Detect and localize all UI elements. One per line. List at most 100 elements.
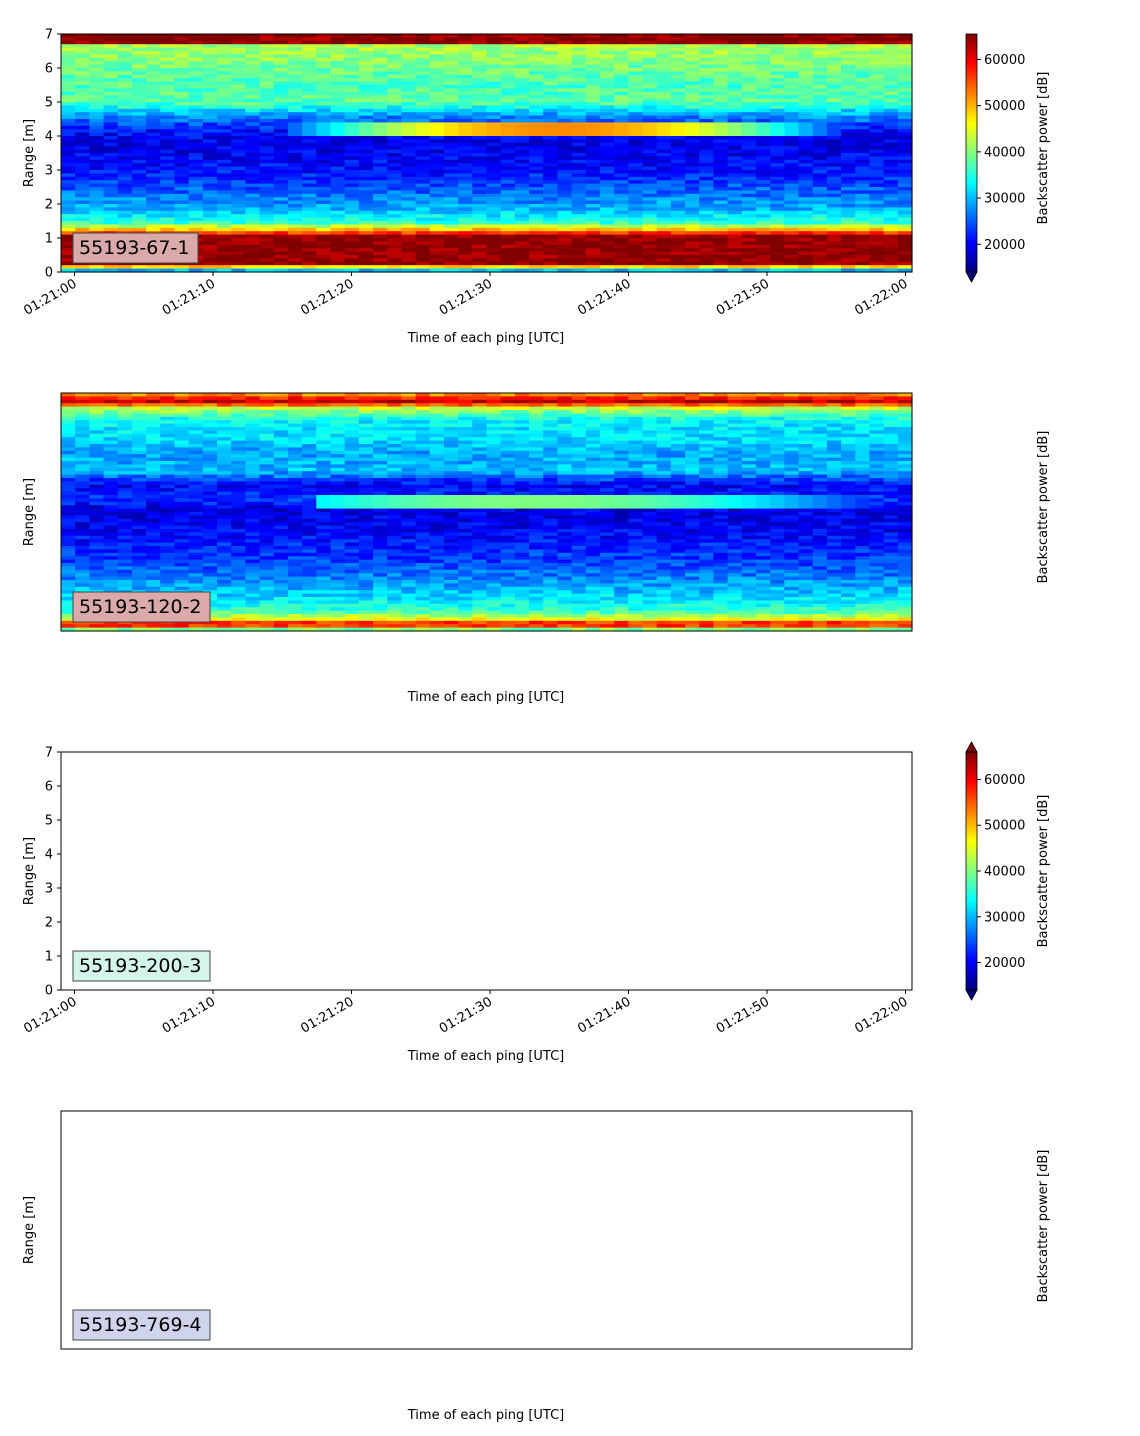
heatmap-cell [841, 44, 856, 49]
heatmap-cell [557, 214, 573, 219]
heatmap-cell [387, 44, 402, 49]
heatmap-cell [160, 566, 176, 571]
heatmap-cell [273, 197, 289, 202]
heatmap-cell [103, 153, 119, 157]
heatmap-cell [514, 40, 530, 45]
heatmap-cell [486, 217, 502, 222]
heatmap-cell [231, 129, 246, 134]
heatmap-cell [373, 122, 388, 127]
heatmap-cell [614, 204, 629, 208]
heatmap-cell [883, 261, 899, 266]
colorbar-segment [966, 37, 977, 41]
heatmap-cell [117, 488, 133, 493]
heatmap-cell [103, 427, 119, 431]
heatmap-cell [131, 47, 147, 52]
heatmap-cell [514, 197, 530, 202]
heatmap-cell [755, 132, 771, 137]
heatmap-cell [117, 399, 133, 404]
heatmap-cell [614, 248, 629, 253]
heatmap-cell [642, 119, 658, 123]
heatmap-cell [174, 64, 190, 69]
heatmap-cell [302, 112, 317, 117]
heatmap-cell [443, 231, 459, 236]
heatmap-cell [89, 125, 105, 130]
heatmap-cell [770, 248, 785, 253]
heatmap-cell [358, 91, 374, 96]
heatmap-cell [174, 515, 190, 520]
heatmap-cell [61, 515, 76, 520]
heatmap-cell [188, 210, 204, 215]
heatmap-cell [131, 40, 147, 45]
heatmap-cell [287, 241, 303, 246]
heatmap-cell [585, 224, 601, 229]
heatmap-cell [628, 34, 644, 38]
heatmap-cell [755, 129, 771, 134]
heatmap-cell [741, 227, 757, 232]
heatmap-cell [585, 214, 601, 219]
heatmap-cell [755, 261, 771, 266]
heatmap-cell [61, 627, 76, 632]
heatmap-cell [174, 210, 190, 215]
heatmap-cell [75, 393, 90, 397]
heatmap-cell [287, 176, 303, 181]
heatmap-cell [628, 81, 644, 86]
heatmap-cell [160, 207, 176, 212]
heatmap-cell [826, 159, 842, 164]
heatmap-cell [61, 132, 76, 137]
heatmap-cell [231, 210, 246, 215]
heatmap-cell [160, 444, 176, 448]
heatmap-cell [202, 47, 218, 52]
heatmap-cell [117, 129, 133, 134]
heatmap-cell [160, 139, 176, 144]
heatmap-cell [160, 163, 176, 168]
heatmap-cell [429, 91, 445, 96]
heatmap-cell [897, 61, 913, 66]
heatmap-cell [330, 207, 346, 212]
heatmap-cell [770, 166, 785, 171]
heatmap-cell [883, 98, 899, 103]
heatmap-cell [89, 566, 105, 571]
heatmap-cell [401, 170, 417, 174]
heatmap-cell [855, 132, 871, 137]
heatmap-cell [472, 153, 488, 157]
heatmap-cell [826, 54, 842, 59]
heatmap-cell [727, 268, 743, 273]
heatmap-cell [117, 393, 133, 397]
heatmap-cell [429, 85, 445, 89]
heatmap-cell [741, 153, 757, 157]
heatmap-cell [330, 251, 346, 256]
heatmap-cell [245, 221, 261, 225]
heatmap-cell [89, 546, 105, 550]
heatmap-cell [160, 580, 176, 584]
heatmap-cell [146, 102, 161, 106]
heatmap-cell [61, 64, 76, 69]
heatmap-cell [273, 153, 289, 157]
heatmap-cell [755, 193, 771, 198]
heatmap-cell [146, 580, 161, 584]
heatmap-cell [458, 244, 473, 249]
heatmap-cell [117, 95, 133, 100]
heatmap-cell [599, 261, 615, 266]
heatmap-cell [131, 586, 147, 591]
heatmap-cell [472, 180, 488, 185]
heatmap-cell [685, 217, 700, 222]
heatmap-cell [259, 115, 275, 120]
heatmap-cell [770, 224, 785, 229]
heatmap-cell [75, 484, 90, 489]
heatmap-cell [798, 64, 814, 69]
heatmap-cell [897, 139, 913, 144]
heatmap-cell [486, 149, 502, 154]
heatmap-cell [61, 600, 76, 605]
heatmap-cell [75, 430, 90, 435]
heatmap-cell [500, 190, 516, 195]
heatmap-cell [755, 88, 771, 93]
heatmap-cell [500, 187, 516, 191]
heatmap-cell [273, 163, 289, 168]
heatmap-cell [628, 166, 644, 171]
heatmap-cell [61, 450, 76, 455]
colorbar-segment [966, 208, 977, 212]
heatmap-cell [174, 112, 190, 117]
heatmap-cell [117, 261, 133, 266]
heatmap-cell [202, 129, 218, 134]
